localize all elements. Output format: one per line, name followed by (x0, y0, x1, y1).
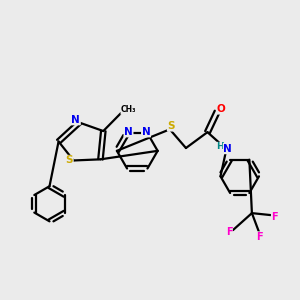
Text: S: S (167, 121, 175, 131)
Text: N: N (124, 127, 133, 137)
Text: N: N (224, 144, 232, 154)
Text: N: N (142, 127, 150, 137)
Text: H: H (216, 142, 224, 152)
Text: F: F (256, 232, 263, 242)
Text: N: N (71, 115, 80, 125)
Text: F: F (272, 212, 278, 221)
Text: F: F (226, 226, 232, 236)
Text: O: O (217, 104, 226, 114)
Text: CH₃: CH₃ (121, 105, 136, 114)
Text: S: S (66, 155, 73, 166)
